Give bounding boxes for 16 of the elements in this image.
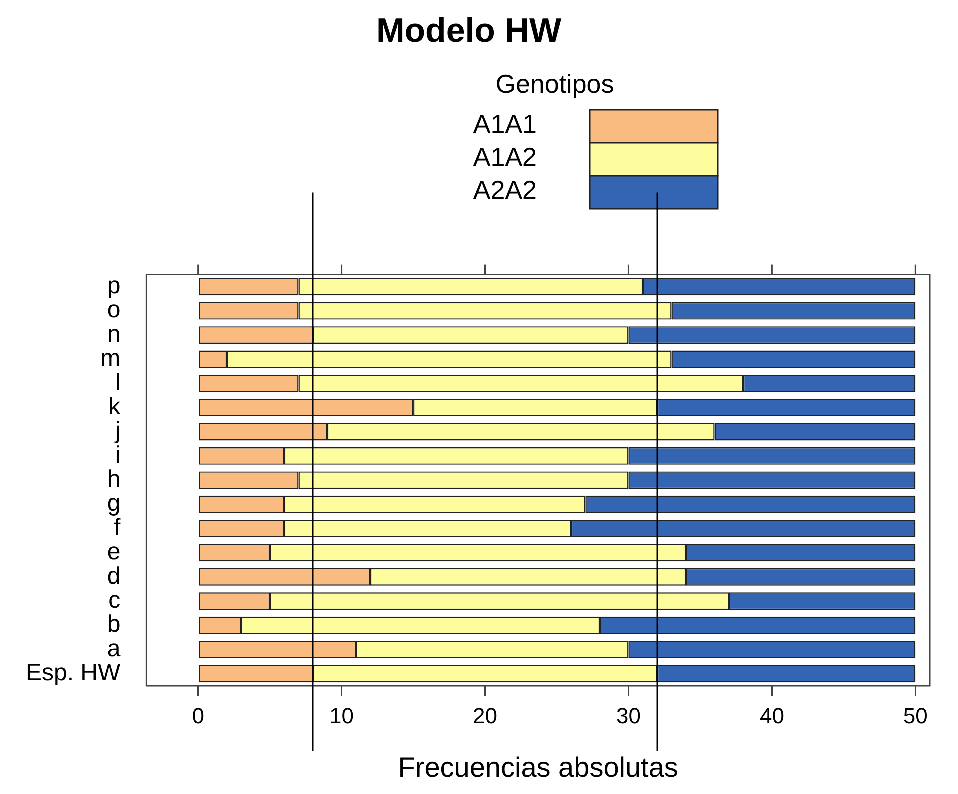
legend-label: A1A1 [473, 109, 537, 140]
legend-label: A1A2 [473, 142, 537, 172]
x-axis-title: Frecuencias absolutas [398, 752, 678, 783]
x-tick-label: 30 [616, 703, 641, 728]
x-tick-label: 50 [903, 703, 928, 728]
y-tick-label: j [114, 418, 121, 445]
legend-title: Genotipos [496, 69, 614, 100]
legend-label: A2A2 [473, 175, 537, 206]
chart-title: Modelo HW [376, 12, 562, 50]
y-tick-label: n [107, 320, 121, 348]
x-tick-label: 10 [330, 703, 354, 728]
x-tick-label: 40 [760, 703, 784, 728]
x-tick-label: 0 [192, 703, 204, 728]
y-tick-label: Esp. HW [26, 660, 122, 687]
x-tick-label: 20 [473, 703, 498, 728]
y-tick-label: p [107, 272, 121, 300]
